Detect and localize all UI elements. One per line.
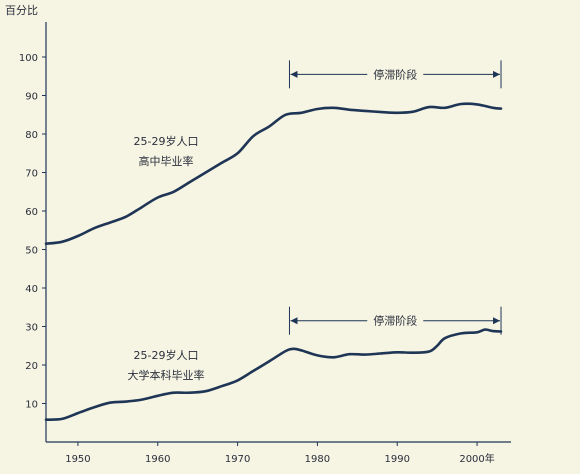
arrowhead-left [290, 317, 298, 325]
x-tick-label: 1960 [145, 454, 170, 465]
y-tick-label: 10 [25, 400, 38, 411]
axes [45, 22, 511, 443]
series-line-high-school [44, 102, 503, 245]
y-tick-label: 20 [25, 361, 38, 372]
arrowhead-right [493, 70, 501, 78]
stagnation-annotation-label: 停滞阶段 [373, 314, 417, 328]
x-tick-label: 1980 [305, 454, 330, 465]
y-tick-label: 60 [25, 207, 38, 218]
stagnation-annotation-label: 停滞阶段 [373, 67, 417, 81]
series-label: 25-29岁人口 [134, 348, 199, 362]
x-tick-label: 1970 [225, 454, 250, 465]
y-tick-label: 80 [25, 130, 38, 141]
y-tick-label: 100 [19, 53, 38, 64]
x-tick-label: 1950 [65, 454, 90, 465]
ticks: 10 20 30 40 50 60 70 80 90 100 1950 1960 1970 1980 199… [19, 53, 495, 465]
y-tick-label: 30 [25, 323, 38, 334]
y-tick-label: 90 [25, 92, 38, 103]
arrowhead-right [493, 317, 501, 325]
y-axis-label: 百分比 [5, 4, 38, 17]
series-line-college [44, 328, 503, 421]
series-lines [44, 102, 503, 421]
series-label: 大学本科毕业率 [128, 368, 205, 382]
y-tick-label: 50 [25, 246, 38, 257]
x-tick-label: 1990 [385, 454, 410, 465]
y-tick-label: 70 [25, 169, 38, 180]
series-label: 高中毕业率 [139, 154, 194, 168]
series-label: 25-29岁人口 [134, 134, 199, 148]
y-tick-label: 40 [25, 284, 38, 295]
x-tick-label: 2000年 [459, 452, 494, 465]
arrowhead-left [290, 70, 298, 78]
